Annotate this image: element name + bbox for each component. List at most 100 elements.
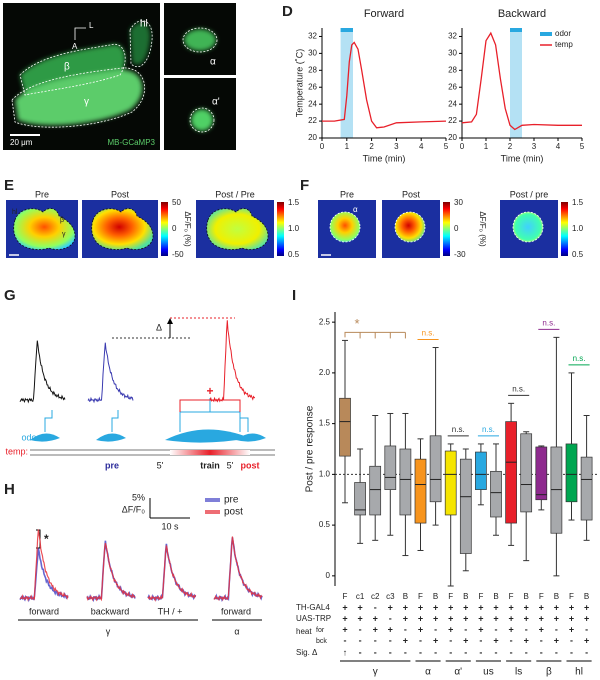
table-cell: B (554, 592, 559, 601)
table-cell: - (404, 647, 407, 657)
box (520, 433, 533, 513)
sig-label: n.s. (542, 318, 555, 327)
table-cell: B (433, 592, 438, 601)
condition-label: TH / + (158, 606, 183, 616)
x-tick-label: 1 (484, 142, 489, 151)
x-tick-label: 5 (580, 142, 585, 151)
table-cell: + (357, 613, 362, 623)
table-cell: B (524, 592, 529, 601)
table-cell: F (478, 592, 483, 601)
roi-label: hl (12, 209, 18, 216)
x-tick-label: 2 (369, 142, 374, 151)
temp-line (461, 31, 582, 131)
colorbar-tick: 0.5 (572, 250, 584, 259)
table-cell: B (403, 592, 408, 601)
odor-band (340, 28, 353, 138)
y-tick-label: 26 (448, 82, 457, 91)
panel-label: I (292, 287, 296, 304)
box (565, 443, 578, 503)
table-cell: + (554, 635, 559, 645)
roi-label: γ (62, 231, 66, 238)
heatmap-blob (513, 212, 543, 242)
roi-outline (129, 20, 153, 68)
colorbar-tick: 1.0 (288, 224, 300, 233)
trace (87, 342, 134, 404)
box (429, 435, 442, 503)
table-cell: + (569, 602, 574, 612)
heat-train (170, 450, 250, 455)
x-tick-label: 3 (394, 142, 399, 151)
colorbar-tick: 50 (172, 198, 181, 207)
table-cell: F (418, 592, 423, 601)
table-cell: - (359, 624, 362, 634)
table-cell: + (478, 602, 483, 612)
box (369, 465, 382, 516)
odor-band-cap (340, 28, 353, 32)
box (550, 446, 563, 534)
sig-label: n.s. (482, 425, 495, 434)
roi-outline (189, 107, 215, 133)
connector (44, 398, 249, 432)
x-tick-label: 0 (320, 142, 325, 151)
y-tick-label: 20 (308, 133, 317, 142)
table-cell: - (389, 635, 392, 645)
lobe-label: β (64, 62, 70, 73)
y-tick-label: 1.0 (319, 469, 331, 478)
box (580, 456, 593, 521)
lobe-label: γ (84, 97, 89, 108)
heatmap-title: Post (111, 189, 130, 199)
table-cell: - (479, 635, 482, 645)
group-label: α (425, 667, 431, 678)
delta-label: Δ (156, 322, 162, 332)
roi-label: β (60, 217, 64, 224)
table-cell: B (463, 592, 468, 601)
roi-label: α (353, 205, 358, 214)
heatmap (318, 200, 558, 258)
table-cell: F (569, 592, 574, 601)
panel-label: E (4, 177, 14, 194)
table-cell: F (448, 592, 453, 601)
table-cell: + (388, 624, 393, 634)
table-cell: + (508, 613, 513, 623)
trace (19, 340, 66, 404)
table-cell: + (388, 602, 393, 612)
table-cell: + (539, 624, 544, 634)
table-cell: + (584, 602, 589, 612)
heatmap-title: Post (402, 189, 421, 199)
interval-label: 5' (227, 460, 234, 470)
table-cell: - (510, 647, 513, 657)
x-tick-label: 1 (345, 142, 350, 151)
table-cell: + (373, 613, 378, 623)
table-cell: + (539, 613, 544, 623)
colorbar-tick: 0 (172, 224, 177, 233)
train-bracket (179, 399, 241, 412)
heatmap-blob (395, 212, 425, 242)
lobe-label: hl (140, 19, 148, 30)
condition-label: forward (29, 606, 59, 616)
table-cell: - (449, 647, 452, 657)
heatmap-title: Pre (340, 189, 354, 199)
table-cell: + (403, 613, 408, 623)
roi-outline (11, 67, 146, 128)
lobe-label: α' (212, 97, 220, 108)
colorbar (161, 202, 168, 256)
group-label: ls (515, 667, 522, 678)
table-cell: + (357, 602, 362, 612)
roi-outline (19, 43, 126, 96)
interval-label: 5' (157, 460, 164, 470)
table-cell: + (448, 613, 453, 623)
table-cell: + (342, 624, 347, 634)
table-cell: - (389, 647, 392, 657)
row-label: odor: (21, 432, 42, 442)
panel-label: D (282, 3, 293, 20)
table-cell: + (418, 624, 423, 634)
colorbar-label: ΔF/F₀ (%) (183, 211, 192, 247)
table-cell: c3 (386, 592, 395, 601)
group-label: hl (575, 667, 583, 678)
trace (86, 542, 136, 602)
heatmap (6, 200, 274, 258)
table-cell: - (464, 647, 467, 657)
scale-label: 10 s (161, 521, 179, 531)
x-tick-label: 3 (532, 142, 537, 151)
